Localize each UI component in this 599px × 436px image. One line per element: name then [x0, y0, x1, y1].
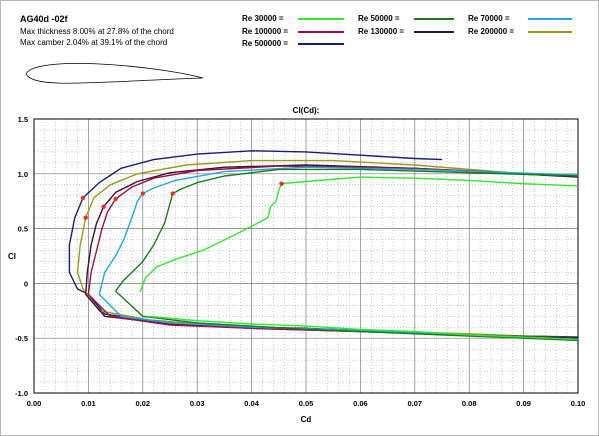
transition-marker-re100000 [113, 196, 118, 202]
max-thickness-text: Max thickness 8.00% at 27.8% of the chor… [20, 27, 174, 36]
x-axis-title: Cd [301, 415, 312, 424]
x-tick-label: 0.08 [462, 399, 477, 408]
legend: Re 30000 = Re 50000 = Re 70000 = Re 1000… [0, 0, 599, 60]
series-line-re30000-upper [139, 176, 579, 293]
legend-line-re500000 [298, 43, 344, 45]
x-tick-label: 0.05 [299, 399, 314, 408]
y-tick-label: -1.0 [15, 389, 28, 398]
x-tick-label: 0.06 [353, 399, 368, 408]
legend-label-re200000: Re 200000 = [468, 27, 515, 36]
y-tick-label: -0.5 [15, 334, 28, 343]
series-line-re200000-upper [76, 159, 579, 290]
series-line-re50000-upper [115, 168, 579, 292]
series-line-re500000-upper [68, 150, 443, 296]
transition-marker-re70000 [140, 191, 145, 196]
legend-line-re100000 [298, 31, 344, 33]
x-tick-label: 0.09 [516, 399, 531, 408]
x-tick-label: 0.10 [571, 399, 586, 408]
legend-line-re130000 [414, 31, 454, 33]
series-lines [68, 150, 579, 342]
series-line-re130000-upper [85, 164, 579, 295]
transition-markers [80, 181, 284, 220]
chart-title: Cl(Cd): [293, 106, 320, 115]
transition-marker-re200000 [83, 215, 88, 220]
transition-marker-re30000 [279, 181, 284, 186]
x-tick-label: 0.03 [190, 399, 205, 408]
transition-marker-re50000 [170, 191, 175, 196]
legend-line-re30000 [298, 18, 344, 20]
max-camber-text: Max camber 2.04% at 39.1% of the chord [20, 38, 168, 47]
series-line-re30000-lower [148, 315, 579, 340]
legend-line-re70000 [528, 18, 572, 20]
y-axis-title: Cl [8, 252, 16, 261]
series-line-re100000-upper [87, 165, 579, 295]
x-tick-label: 0.00 [27, 399, 42, 408]
legend-label-re30000: Re 30000 = [242, 14, 284, 23]
legend-label-re100000: Re 100000 = [242, 27, 289, 36]
x-tick-label: 0.01 [81, 399, 96, 408]
legend-label-re130000: Re 130000 = [358, 27, 405, 36]
legend-line-re50000 [414, 18, 454, 20]
airfoil-profile [25, 63, 204, 84]
y-tick-labels: 1.5 1.0 0.5 0 -0.5 -1.0 [15, 115, 28, 398]
plot-border [33, 118, 579, 394]
x-tick-label: 0.04 [244, 399, 259, 408]
series-line-re50000-lower [115, 290, 579, 342]
legend-label-re50000: Re 50000 = [358, 14, 400, 23]
x-tick-labels: 0.00 0.01 0.02 0.03 0.04 0.05 0.06 0.07 0.08 0.09… [27, 399, 586, 408]
y-tick-label: 0 [24, 279, 28, 288]
y-tick-label: 1.0 [18, 170, 28, 179]
x-tick-label: 0.07 [407, 399, 422, 408]
y-tick-label: 0.5 [18, 225, 28, 234]
legend-label-re500000: Re 500000 = [242, 39, 289, 48]
transition-marker-re130000 [101, 204, 106, 209]
transition-marker-re500000 [80, 195, 86, 201]
y-tick-label: 1.5 [18, 115, 28, 124]
legend-label-re70000: Re 70000 = [468, 14, 510, 23]
airfoil-name: AG40d -02f [20, 14, 68, 24]
legend-line-re200000 [528, 31, 572, 33]
x-tick-label: 0.02 [135, 399, 150, 408]
